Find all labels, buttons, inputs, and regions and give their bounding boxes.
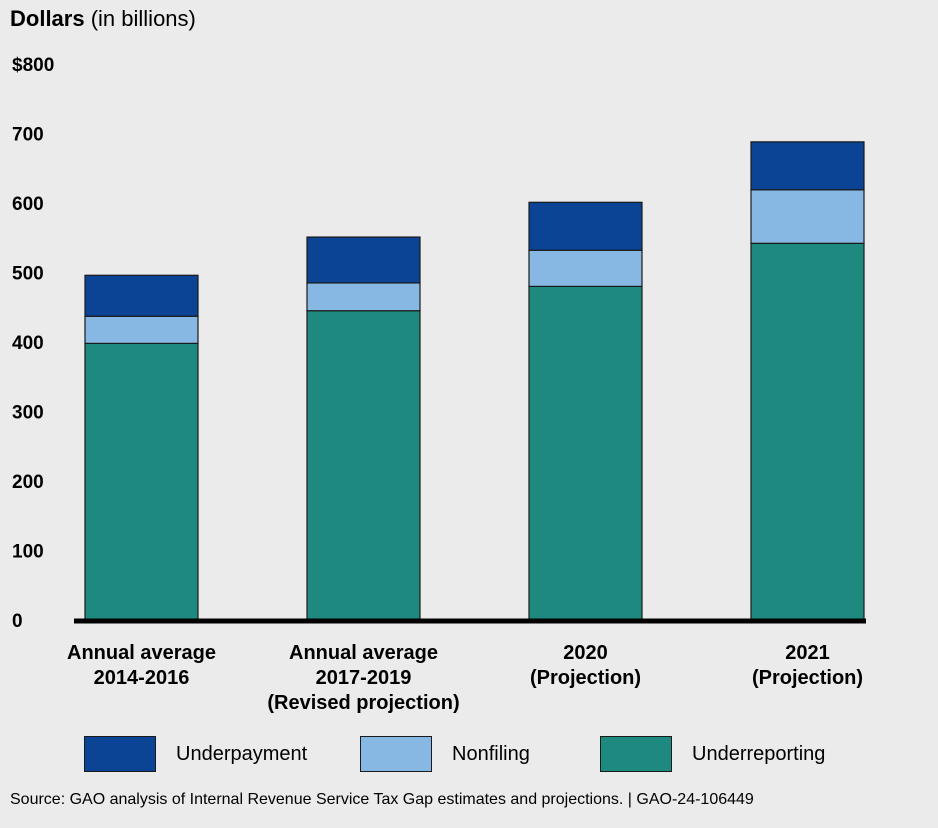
bar-segment-underpayment [306, 236, 421, 284]
legend-swatch-underpayment [84, 736, 156, 772]
legend-swatch-underreporting [600, 736, 672, 772]
x-category-label: 2014-2016 [94, 667, 190, 689]
x-category-label: (Projection) [752, 667, 863, 689]
source-note: Source: GAO analysis of Internal Revenue… [10, 791, 754, 808]
stacked-bar-chart: 0 100 200 300 400 500 600 700 $800 Annual average… [12, 55, 866, 714]
bar-segment-underpayment [84, 274, 199, 317]
y-tick-label: 0 [12, 611, 23, 632]
legend-label-underreporting: Underreporting [692, 743, 826, 765]
bar-segment-underreporting [84, 342, 199, 621]
y-axis-title-bold: Dollars [10, 6, 85, 31]
x-category-label: Annual average [67, 642, 216, 664]
y-tick-label: 500 [12, 264, 44, 285]
x-category-label: 2021 [785, 642, 830, 664]
bar-segment-underreporting [306, 310, 421, 621]
bar-segment-nonfiling [750, 189, 865, 244]
x-category-label: Annual average [289, 642, 438, 664]
legend-label-nonfiling: Nonfiling [452, 743, 530, 765]
y-tick-label: 100 [12, 542, 44, 563]
bar-segment-nonfiling [528, 249, 643, 287]
bar-segment-nonfiling [84, 315, 199, 344]
y-axis-title-units: (in billions) [90, 6, 196, 31]
legend: Underpayment Nonfiling Underreporting [84, 736, 874, 776]
legend-swatch-nonfiling [360, 736, 432, 772]
bar-segment-underreporting [750, 242, 865, 621]
y-tick-label: 300 [12, 403, 44, 424]
y-tick-label: 700 [12, 125, 44, 146]
bar-segment-underpayment [750, 141, 865, 191]
y-tick-label: 400 [12, 333, 44, 354]
x-category-label: 2020 [563, 642, 608, 664]
bar-segment-underreporting [528, 285, 643, 621]
x-category-label: 2017-2019 [316, 667, 412, 689]
bar-segment-underpayment [528, 201, 643, 251]
y-tick-label: $800 [12, 55, 54, 76]
y-tick-label: 600 [12, 194, 44, 215]
legend-label-underpayment: Underpayment [176, 743, 308, 765]
y-tick-label: 200 [12, 472, 44, 493]
x-category-label: (Revised projection) [267, 692, 459, 714]
x-category-label: (Projection) [530, 667, 641, 689]
bar-segment-nonfiling [306, 282, 421, 312]
y-axis-title: Dollars (in billions) [10, 6, 196, 32]
